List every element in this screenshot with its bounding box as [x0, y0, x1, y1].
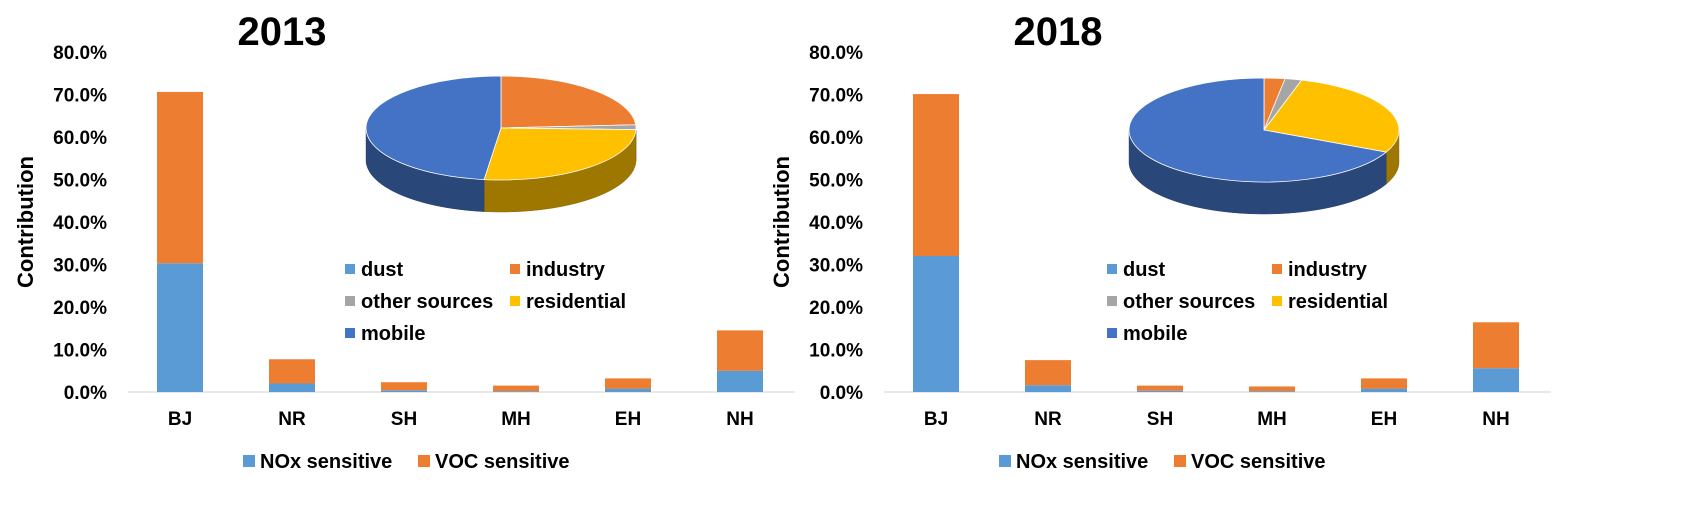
bar-NH-voc-sensitive	[1473, 322, 1519, 369]
bar-BJ-voc-sensitive	[157, 91, 203, 264]
legend-swatch	[243, 455, 255, 467]
legend-label: NOx sensitive	[260, 451, 392, 473]
x-tick-label: MH	[501, 409, 531, 430]
pie-legend-swatch	[510, 264, 520, 274]
chart-panel-2018: 2018 Contribution 0.0% 10.0% 20.0% 30.0% 40.0%…	[769, 10, 1551, 473]
y-tick-label: 80.0%	[53, 43, 107, 64]
y-tick-label: 10.0%	[809, 341, 863, 362]
bar-EH-nox-sensitive	[1361, 388, 1407, 392]
pie-slice-mobile	[365, 75, 502, 181]
bar-NH-voc-sensitive	[717, 330, 763, 371]
x-tick-label: EH	[1371, 409, 1397, 430]
chart-panel-2013: 2013 Contribution 0.0% 10.0% 20.0% 30.0% 40.0%…	[13, 10, 795, 473]
bar-EH-nox-sensitive	[605, 388, 651, 392]
bar-BJ-voc-sensitive	[913, 94, 959, 256]
pie-legend-label: other sources	[1123, 291, 1255, 313]
pie-legend-label: industry	[526, 259, 606, 281]
y-tick-label: 50.0%	[809, 171, 863, 192]
bar-BJ-nox-sensitive	[913, 256, 959, 392]
pie-legend-swatch	[1272, 264, 1282, 274]
x-tick-label: EH	[615, 409, 641, 430]
bar-SH-nox-sensitive	[381, 390, 427, 392]
bar-SH-voc-sensitive	[381, 382, 427, 391]
legend-label: VOC sensitive	[1191, 451, 1326, 473]
pie-legend-label: mobile	[361, 323, 425, 345]
legend-swatch	[418, 455, 430, 467]
bar-EH-voc-sensitive	[605, 378, 651, 389]
y-tick-label: 70.0%	[53, 86, 107, 107]
inset-pie	[365, 75, 637, 213]
y-tick-label: 0.0%	[820, 383, 863, 404]
y-axis-label: Contribution	[13, 156, 38, 288]
pie-slice-mobile	[1128, 77, 1388, 183]
pie-slice-industry	[500, 75, 637, 129]
legend-swatch	[1174, 455, 1186, 467]
bar-BJ-nox-sensitive	[157, 263, 203, 392]
legend-label: VOC sensitive	[435, 451, 570, 473]
pie-legend-swatch	[345, 264, 355, 274]
y-tick-label: 40.0%	[53, 213, 107, 234]
bar-MH-voc-sensitive	[1249, 386, 1295, 392]
pie-legend-label: industry	[1288, 259, 1368, 281]
bar-NH-nox-sensitive	[717, 370, 763, 392]
pie-legend-swatch	[1107, 264, 1117, 274]
pie-slice-residential	[483, 127, 637, 181]
y-tick-label: 30.0%	[809, 256, 863, 277]
bar-EH-voc-sensitive	[1361, 378, 1407, 389]
y-tick-label: 0.0%	[64, 383, 107, 404]
bar-MH-voc-sensitive	[493, 385, 539, 392]
y-tick-label: 30.0%	[53, 256, 107, 277]
bar-SH-voc-sensitive	[1137, 385, 1183, 391]
bar-NH-nox-sensitive	[1473, 368, 1519, 392]
x-tick-label: NR	[1034, 409, 1062, 430]
y-tick-label: 20.0%	[53, 298, 107, 319]
x-tick-label: SH	[391, 409, 417, 430]
x-tick-label: NH	[1482, 409, 1509, 430]
pie-legend-swatch	[510, 296, 520, 306]
pie-legend-label: dust	[1123, 259, 1166, 281]
bar-SH-nox-sensitive	[1137, 390, 1183, 392]
pie-legend-label: other sources	[361, 291, 493, 313]
pie-legend-label: residential	[1288, 291, 1388, 313]
bar-MH-nox-sensitive	[493, 391, 539, 392]
legend-label: NOx sensitive	[1016, 451, 1148, 473]
x-tick-label: MH	[1257, 409, 1287, 430]
legend-swatch	[999, 455, 1011, 467]
pie-legend-label: mobile	[1123, 323, 1187, 345]
y-tick-label: 50.0%	[53, 171, 107, 192]
bar-MH-nox-sensitive	[1249, 391, 1295, 392]
pie-legend-swatch	[1107, 296, 1117, 306]
y-tick-label: 60.0%	[809, 128, 863, 149]
x-tick-label: BJ	[924, 409, 948, 430]
pie-legend-label: residential	[526, 291, 626, 313]
y-tick-label: 60.0%	[53, 128, 107, 149]
pie-legend-swatch	[1107, 328, 1117, 338]
pie-legend-label: dust	[361, 259, 404, 281]
y-tick-label: 10.0%	[53, 341, 107, 362]
chart-title: 2013	[238, 10, 327, 54]
y-tick-label: 80.0%	[809, 43, 863, 64]
y-tick-label: 70.0%	[809, 86, 863, 107]
x-tick-label: NR	[278, 409, 306, 430]
x-tick-label: BJ	[168, 409, 192, 430]
bar-NR-nox-sensitive	[1025, 385, 1071, 392]
y-tick-label: 20.0%	[809, 298, 863, 319]
inset-pie	[1128, 77, 1400, 215]
bar-NR-voc-sensitive	[269, 359, 315, 384]
bar-NR-voc-sensitive	[1025, 360, 1071, 386]
pie-legend-swatch	[345, 328, 355, 338]
x-tick-label: NH	[726, 409, 753, 430]
bar-NR-nox-sensitive	[269, 383, 315, 392]
y-tick-label: 40.0%	[809, 213, 863, 234]
x-tick-label: SH	[1147, 409, 1173, 430]
pie-legend-swatch	[345, 296, 355, 306]
y-axis-label: Contribution	[769, 156, 794, 288]
pie-slice-residential	[1263, 79, 1400, 153]
chart-title: 2018	[1014, 10, 1103, 54]
pie-legend-swatch	[1272, 296, 1282, 306]
